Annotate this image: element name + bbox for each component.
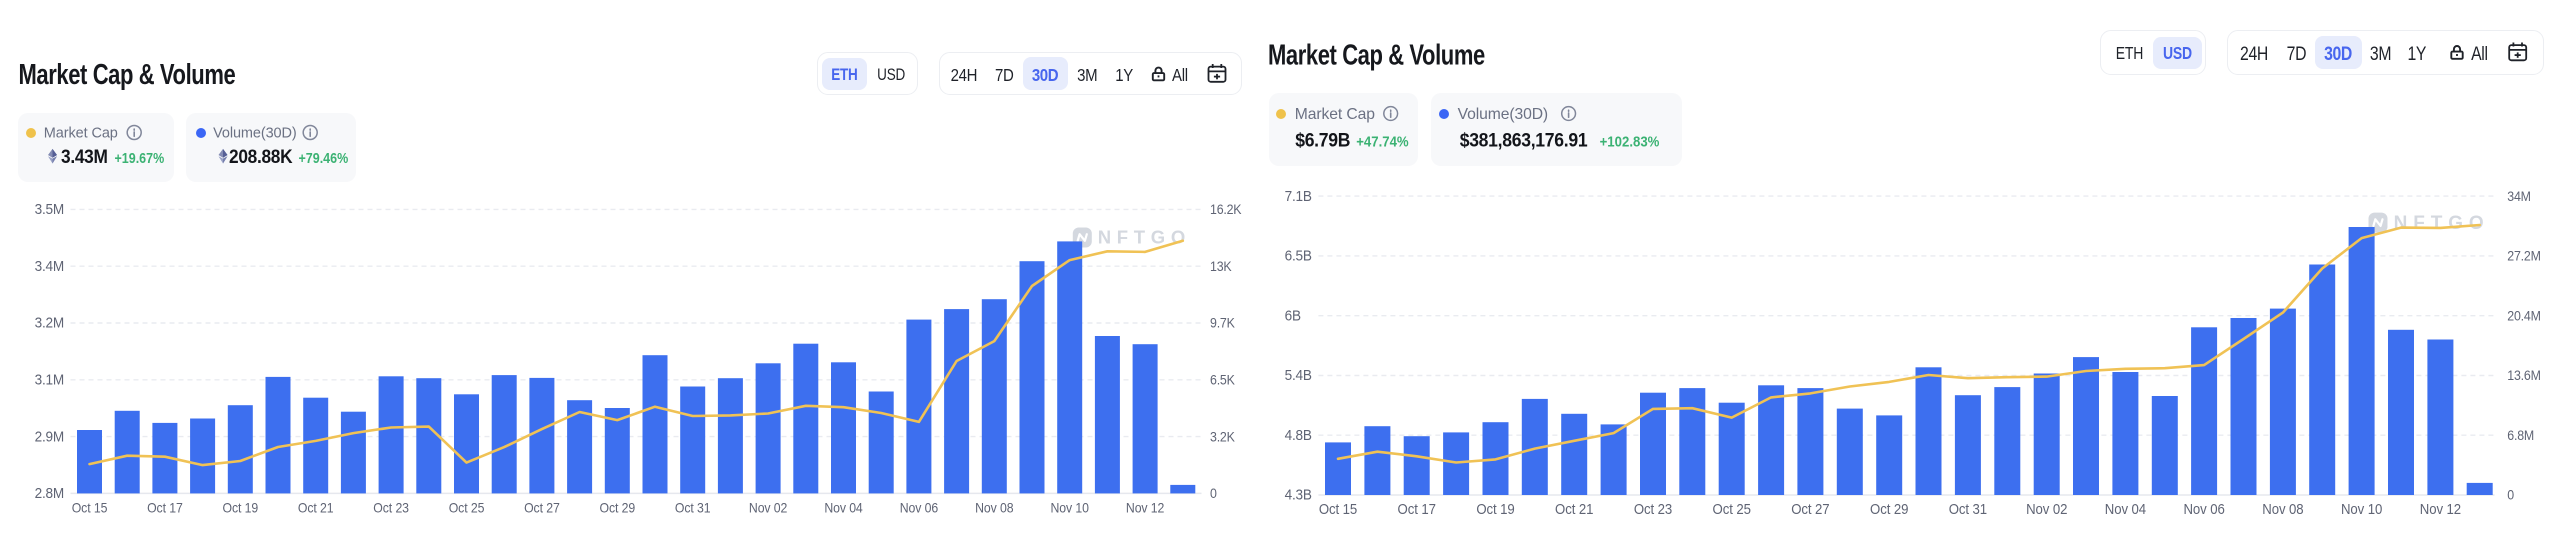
svg-text:+79.46%: +79.46% [299, 150, 349, 166]
svg-text:Nov 04: Nov 04 [824, 499, 862, 515]
svg-text:ETH: ETH [831, 65, 857, 84]
svg-text:Nov 12: Nov 12 [1126, 499, 1164, 515]
svg-text:Nov 06: Nov 06 [2183, 501, 2224, 518]
svg-text:9.7K: 9.7K [1210, 315, 1235, 331]
svg-text:13K: 13K [1210, 258, 1232, 274]
svg-text:Oct 27: Oct 27 [524, 499, 560, 515]
svg-text:2.9M: 2.9M [35, 428, 64, 445]
svg-text:Nov 02: Nov 02 [2026, 501, 2067, 518]
svg-text:Oct 15: Oct 15 [1319, 501, 1357, 518]
svg-text:Market Cap: Market Cap [1295, 106, 1375, 123]
svg-text:13.6M: 13.6M [2507, 368, 2540, 384]
svg-text:3M: 3M [1077, 65, 1097, 86]
svg-text:Oct 23: Oct 23 [1634, 501, 1672, 518]
svg-text:3.5M: 3.5M [35, 201, 64, 218]
svg-text:4.3B: 4.3B [1285, 486, 1312, 503]
svg-text:$6.79B: $6.79B [1295, 129, 1350, 151]
svg-text:Oct 31: Oct 31 [1949, 501, 1987, 518]
svg-text:Oct 19: Oct 19 [1476, 501, 1514, 518]
svg-text:Oct 21: Oct 21 [1555, 501, 1593, 518]
svg-text:3M: 3M [2370, 43, 2391, 65]
svg-text:7D: 7D [2287, 43, 2307, 65]
svg-text:+47.74%: +47.74% [1356, 134, 1409, 151]
svg-text:NFTGO: NFTGO [1098, 227, 1191, 248]
svg-text:6B: 6B [1285, 307, 1301, 324]
svg-text:All: All [1172, 65, 1188, 86]
svg-text:All: All [2471, 43, 2488, 65]
svg-text:Oct 31: Oct 31 [675, 499, 711, 515]
svg-text:27.2M: 27.2M [2507, 248, 2540, 264]
svg-text:1Y: 1Y [2407, 43, 2426, 65]
svg-text:208.88K: 208.88K [229, 146, 292, 167]
svg-text:6.5K: 6.5K [1210, 372, 1235, 388]
svg-text:Market Cap: Market Cap [44, 126, 118, 142]
svg-text:Oct 21: Oct 21 [298, 499, 334, 515]
svg-text:Oct 19: Oct 19 [222, 499, 258, 515]
svg-text:16.2K: 16.2K [1210, 202, 1242, 218]
svg-text:30D: 30D [2324, 43, 2352, 65]
svg-text:USD: USD [2163, 45, 2192, 64]
svg-text:Oct 23: Oct 23 [373, 499, 409, 515]
svg-text:Volume(30D): Volume(30D) [213, 126, 297, 142]
svg-text:3.2M: 3.2M [35, 314, 64, 331]
svg-text:ETH: ETH [2116, 45, 2143, 64]
svg-text:Nov 08: Nov 08 [975, 499, 1013, 515]
svg-text:Nov 02: Nov 02 [749, 499, 787, 515]
svg-text:+19.67%: +19.67% [115, 150, 165, 166]
svg-text:7D: 7D [995, 65, 1014, 86]
svg-text:+102.83%: +102.83% [1600, 134, 1660, 151]
svg-text:Nov 10: Nov 10 [1051, 499, 1089, 515]
svg-text:24H: 24H [2240, 43, 2268, 65]
svg-text:Oct 27: Oct 27 [1791, 501, 1829, 518]
svg-text:Nov 12: Nov 12 [2420, 501, 2461, 518]
svg-text:2.8M: 2.8M [35, 485, 64, 502]
svg-text:4.8B: 4.8B [1285, 426, 1312, 443]
svg-text:Nov 08: Nov 08 [2262, 501, 2303, 518]
svg-text:Nov 06: Nov 06 [900, 499, 938, 515]
svg-text:6.8M: 6.8M [2507, 427, 2534, 443]
svg-text:Oct 29: Oct 29 [599, 499, 635, 515]
svg-text:3.4M: 3.4M [35, 257, 64, 274]
svg-text:34M: 34M [2507, 188, 2530, 204]
svg-text:3.1M: 3.1M [35, 371, 64, 388]
svg-text:NFTGO: NFTGO [2394, 213, 2490, 234]
svg-text:Oct 25: Oct 25 [449, 499, 485, 515]
svg-text:Oct 15: Oct 15 [72, 499, 108, 515]
svg-text:0: 0 [1210, 486, 1217, 502]
svg-text:$381,863,176.91: $381,863,176.91 [1460, 129, 1588, 151]
svg-text:5.4B: 5.4B [1285, 367, 1312, 384]
svg-text:Oct 17: Oct 17 [1398, 501, 1436, 518]
svg-text:30D: 30D [1032, 65, 1059, 86]
svg-text:Oct 25: Oct 25 [1713, 501, 1751, 518]
svg-text:3.2K: 3.2K [1210, 429, 1235, 445]
svg-text:Oct 29: Oct 29 [1870, 501, 1908, 518]
svg-text:Market Cap & Volume: Market Cap & Volume [19, 59, 236, 90]
svg-text:20.4M: 20.4M [2507, 308, 2540, 324]
svg-text:7.1B: 7.1B [1285, 187, 1312, 204]
svg-text:24H: 24H [951, 65, 978, 86]
svg-text:0: 0 [2507, 487, 2514, 503]
svg-text:6.5B: 6.5B [1285, 247, 1312, 264]
svg-text:Oct 17: Oct 17 [147, 499, 183, 515]
svg-text:Volume(30D): Volume(30D) [1458, 106, 1548, 123]
svg-text:Nov 10: Nov 10 [2341, 501, 2382, 518]
svg-text:1Y: 1Y [1115, 65, 1133, 86]
svg-text:Market Cap & Volume: Market Cap & Volume [1268, 40, 1485, 71]
svg-text:3.43M: 3.43M [61, 146, 108, 167]
svg-text:USD: USD [877, 65, 905, 84]
svg-text:Nov 04: Nov 04 [2105, 501, 2146, 518]
